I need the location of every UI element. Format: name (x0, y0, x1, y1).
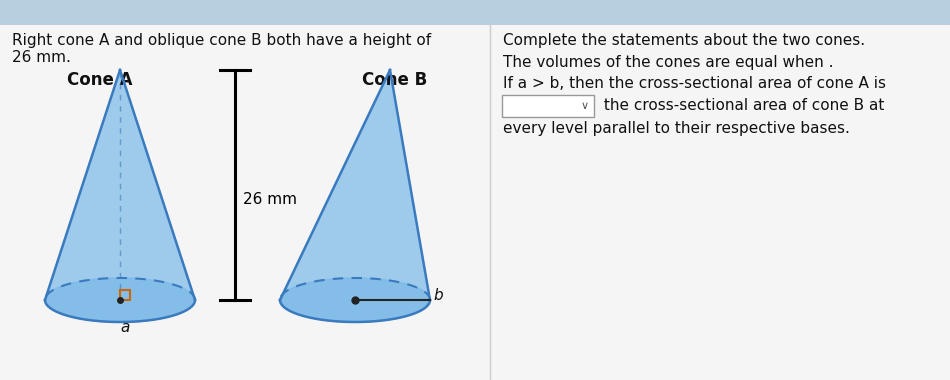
FancyBboxPatch shape (0, 0, 950, 25)
Bar (120, 290, 130, 300)
Polygon shape (280, 278, 430, 322)
Polygon shape (45, 278, 195, 322)
Polygon shape (280, 70, 430, 322)
Text: a: a (121, 320, 130, 336)
Polygon shape (45, 70, 195, 322)
Text: every level parallel to their respective bases.: every level parallel to their respective… (503, 120, 850, 136)
Text: Right cone A and oblique cone B both have a height of: Right cone A and oblique cone B both hav… (12, 33, 431, 48)
Text: ∨: ∨ (581, 101, 589, 111)
Text: 26 mm: 26 mm (243, 193, 297, 207)
Text: the cross-sectional area of cone B at: the cross-sectional area of cone B at (599, 98, 884, 114)
Text: b: b (433, 288, 443, 302)
Text: Cone A: Cone A (67, 71, 133, 89)
Text: Cone B: Cone B (362, 71, 428, 89)
FancyBboxPatch shape (502, 95, 594, 117)
Text: If a > b, then the cross-sectional area of cone A is: If a > b, then the cross-sectional area … (503, 76, 886, 92)
Text: The volumes of the cones are equal when .: The volumes of the cones are equal when … (503, 54, 833, 70)
Text: Complete the statements about the two cones.: Complete the statements about the two co… (503, 33, 865, 48)
Text: 26 mm.: 26 mm. (12, 49, 71, 65)
FancyBboxPatch shape (0, 25, 950, 380)
